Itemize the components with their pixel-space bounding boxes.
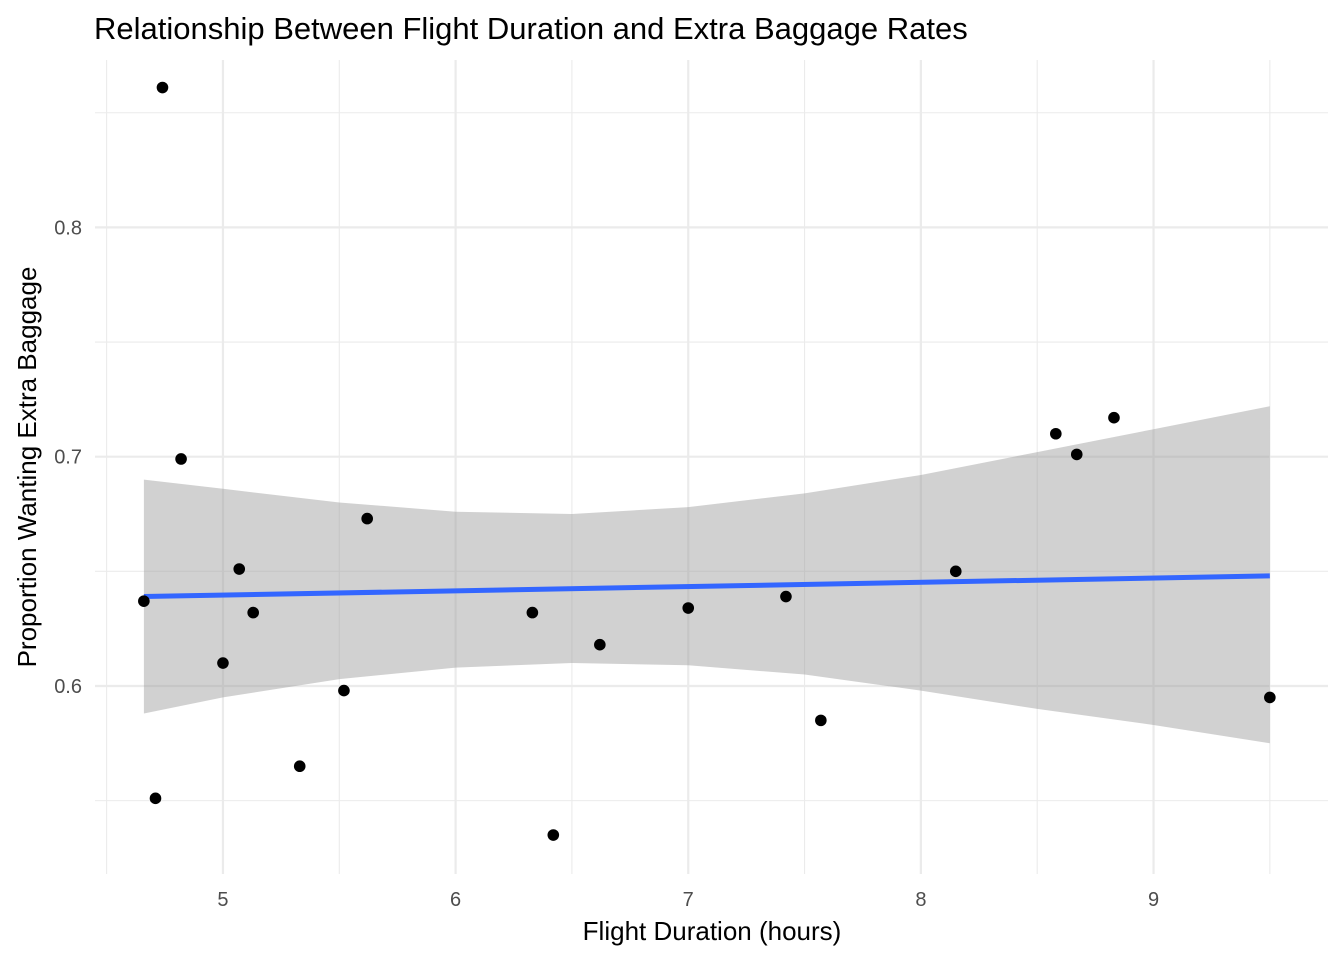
data-point (1070, 448, 1083, 461)
data-point (1264, 691, 1276, 704)
trend-line-layer (143, 573, 1270, 600)
data-point (547, 829, 560, 841)
x-tick-label: 5 (217, 889, 228, 911)
trend-line (143, 573, 1270, 600)
data-point (682, 602, 695, 614)
x-tick-label: 7 (683, 889, 694, 911)
data-point (149, 792, 162, 805)
data-point (1050, 427, 1062, 440)
data-point (526, 606, 539, 619)
data-point (361, 512, 373, 525)
data-point (815, 714, 827, 727)
y-tick-label: 0.7 (54, 447, 82, 469)
data-points (138, 81, 1276, 841)
x-axis-tick-labels: 5 6 7 8 9 (217, 889, 1159, 911)
y-axis-title: Proportion Wanting Extra Baggage (12, 267, 42, 668)
y-axis-tick-labels: 0.6 0.7 0.8 (54, 217, 82, 698)
data-point (217, 657, 229, 669)
confidence-band (143, 406, 1270, 744)
y-tick-label: 0.8 (54, 217, 82, 239)
data-point (1108, 411, 1120, 424)
data-point (247, 606, 259, 619)
data-point (138, 595, 150, 607)
x-tick-label: 9 (1148, 889, 1159, 911)
x-tick-label: 8 (915, 889, 926, 911)
data-point (233, 563, 246, 575)
x-axis-title: Flight Duration (hours) (583, 916, 842, 946)
y-tick-label: 0.6 (54, 676, 82, 698)
data-point (338, 684, 350, 697)
chart-title: Relationship Between Flight Duration and… (94, 11, 968, 46)
x-tick-label: 6 (450, 889, 461, 911)
minor-gridlines (95, 60, 1328, 874)
data-point (156, 81, 169, 94)
data-point (780, 590, 792, 603)
data-point (293, 760, 306, 773)
data-point (175, 453, 187, 465)
confidence-band-layer (143, 406, 1270, 744)
major-gridlines (95, 60, 1328, 874)
data-point (949, 565, 962, 578)
data-point (594, 638, 606, 651)
